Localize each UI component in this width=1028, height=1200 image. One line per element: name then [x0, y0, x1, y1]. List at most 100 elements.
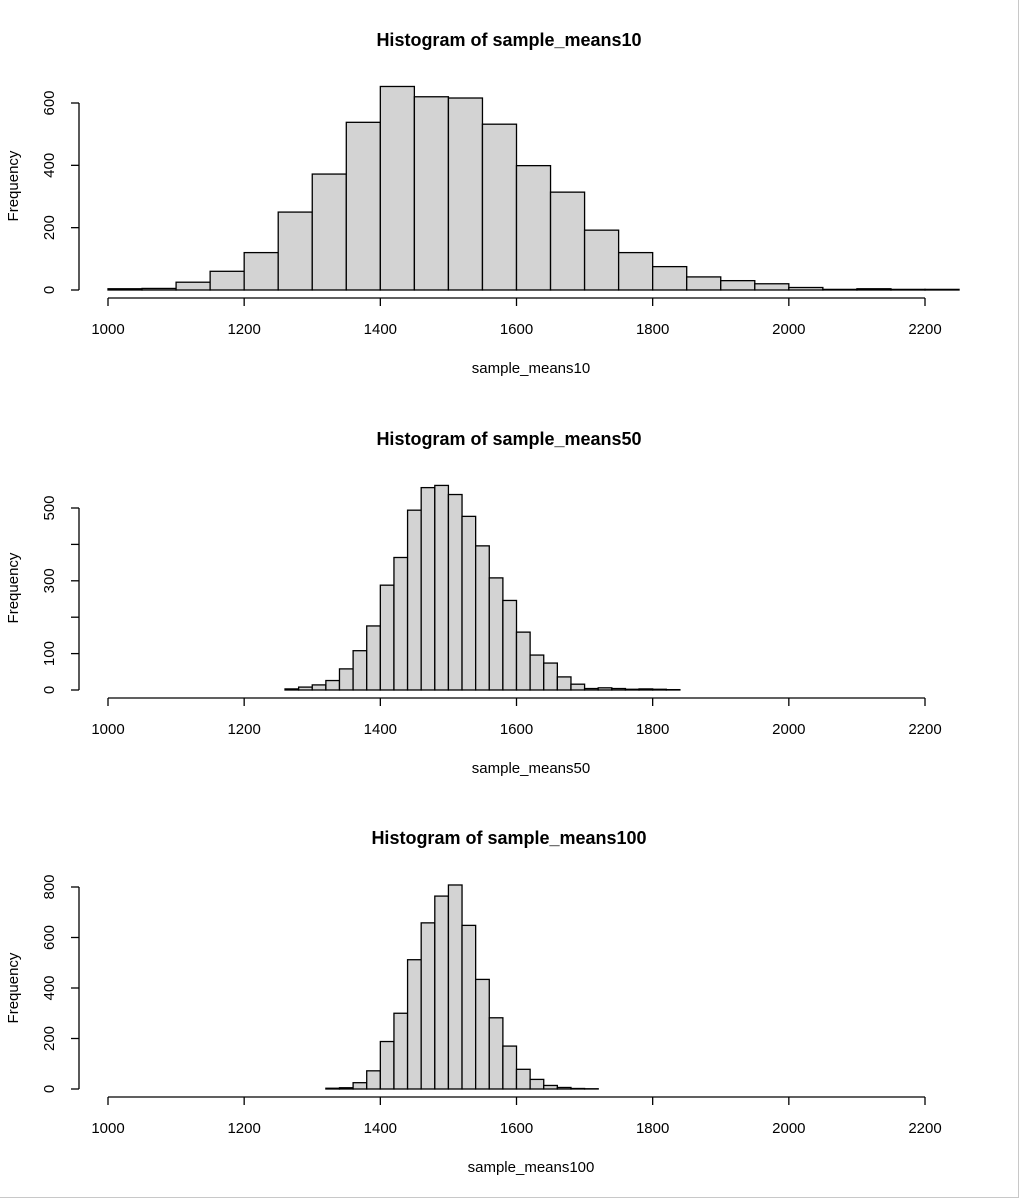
histogram-bar: [420, 486, 436, 691]
x-axis-label: sample_means100: [468, 1159, 595, 1176]
y-tick-label: 500: [41, 495, 58, 520]
histogram-bar: [406, 959, 422, 1090]
histogram-bar: [325, 679, 341, 691]
x-tick-label: 2200: [908, 721, 941, 738]
histogram-bar: [434, 484, 450, 691]
y-tick-label: 800: [41, 874, 58, 899]
histogram-bar: [461, 515, 477, 691]
histogram-bar: [502, 599, 518, 691]
x-tick-label: 1400: [364, 321, 397, 338]
y-axis-label: Frequency: [5, 552, 22, 623]
histogram-bar: [379, 584, 395, 691]
x-axis-label: sample_means50: [472, 760, 590, 777]
histogram-bar: [447, 97, 484, 291]
chart-title: Histogram of sample_means100: [371, 828, 646, 848]
histogram-bar: [447, 884, 463, 1090]
histogram-bar: [393, 556, 409, 691]
histogram-bar: [175, 281, 211, 291]
histogram-bar: [549, 191, 586, 291]
histogram-bar: [352, 650, 368, 691]
histogram-bar: [890, 288, 926, 291]
histogram-bar: [474, 978, 490, 1090]
y-axis-label: Frequency: [5, 952, 22, 1023]
x-axis-label: sample_means10: [472, 360, 590, 377]
histogram-bar: [638, 688, 654, 691]
histogram-bar: [583, 229, 620, 291]
x-tick-label: 2000: [772, 321, 805, 338]
histogram-bar: [583, 687, 599, 691]
y-tick-label: 600: [41, 925, 58, 950]
histogram-bar: [856, 288, 892, 291]
x-tick-label: 1000: [91, 321, 124, 338]
y-tick-label: 0: [41, 1085, 58, 1093]
histogram-bar: [345, 121, 381, 291]
histogram-bar: [488, 577, 504, 691]
histogram-bar: [543, 1084, 558, 1090]
x-tick-label: 1200: [227, 1120, 260, 1137]
histogram-bar: [788, 286, 824, 291]
y-tick-label: 200: [41, 1026, 58, 1051]
x-tick-label: 1800: [636, 721, 669, 738]
histogram-bar: [822, 288, 858, 291]
y-tick-label: 300: [41, 568, 58, 593]
x-tick-label: 2000: [772, 1120, 805, 1137]
histogram-bar: [624, 688, 640, 691]
y-tick-label: 200: [41, 215, 58, 240]
histogram-bar: [529, 1078, 545, 1090]
x-tick-label: 1600: [500, 321, 533, 338]
histogram-bar: [297, 686, 313, 691]
histogram-bar: [393, 1012, 409, 1090]
histogram-bar: [141, 287, 177, 291]
histogram-bar: [420, 922, 436, 1090]
histogram-bar: [434, 895, 450, 1090]
histogram-bar: [379, 85, 416, 291]
histogram-bar: [488, 1017, 504, 1090]
histogram-bar: [352, 1082, 368, 1090]
histogram-bar: [515, 631, 531, 691]
histogram-bar: [597, 687, 613, 691]
x-tick-label: 1000: [91, 1120, 124, 1137]
x-tick-label: 1200: [227, 321, 260, 338]
histogram-bar: [209, 270, 245, 291]
histogram-bar: [284, 688, 300, 691]
x-tick-label: 2200: [908, 1120, 941, 1137]
y-tick-label: 0: [41, 286, 58, 294]
histogram-bar: [413, 96, 450, 291]
histogram-bar: [652, 688, 667, 691]
y-tick-label: 400: [41, 153, 58, 178]
histogram-bar: [366, 625, 381, 691]
histogram-bar: [617, 251, 654, 291]
y-tick-label: 400: [41, 975, 58, 1000]
histogram-bar: [325, 1087, 341, 1090]
histogram-bar: [754, 283, 790, 291]
histogram-bar: [502, 1045, 518, 1090]
chart-title: Histogram of sample_means50: [376, 429, 641, 449]
x-tick-label: 1400: [364, 1120, 397, 1137]
histogram-bar: [515, 1068, 531, 1090]
x-tick-label: 2000: [772, 721, 805, 738]
x-tick-label: 1800: [636, 321, 669, 338]
x-tick-label: 1600: [500, 721, 533, 738]
y-axis-label: Frequency: [5, 150, 22, 221]
y-tick-label: 600: [41, 90, 58, 115]
histogram-bar: [924, 288, 960, 291]
histogram-bar: [570, 683, 586, 691]
histogram-bar: [543, 662, 558, 691]
histogram-bar: [529, 654, 545, 691]
histogram-bar: [338, 668, 354, 691]
histogram-bar: [243, 251, 279, 291]
histogram-bar: [461, 924, 477, 1090]
x-tick-label: 2200: [908, 321, 941, 338]
histogram-bar: [107, 288, 143, 291]
histogram-bar: [570, 1087, 586, 1090]
histogram-bar: [277, 211, 313, 291]
histogram-bar: [556, 1086, 572, 1090]
chart-title: Histogram of sample_means10: [376, 30, 641, 50]
histogram-bar: [338, 1087, 354, 1090]
histogram-bar: [556, 676, 572, 691]
histogram-bar: [311, 684, 327, 691]
histogram-bar: [447, 493, 463, 691]
histogram-bar: [366, 1070, 381, 1090]
